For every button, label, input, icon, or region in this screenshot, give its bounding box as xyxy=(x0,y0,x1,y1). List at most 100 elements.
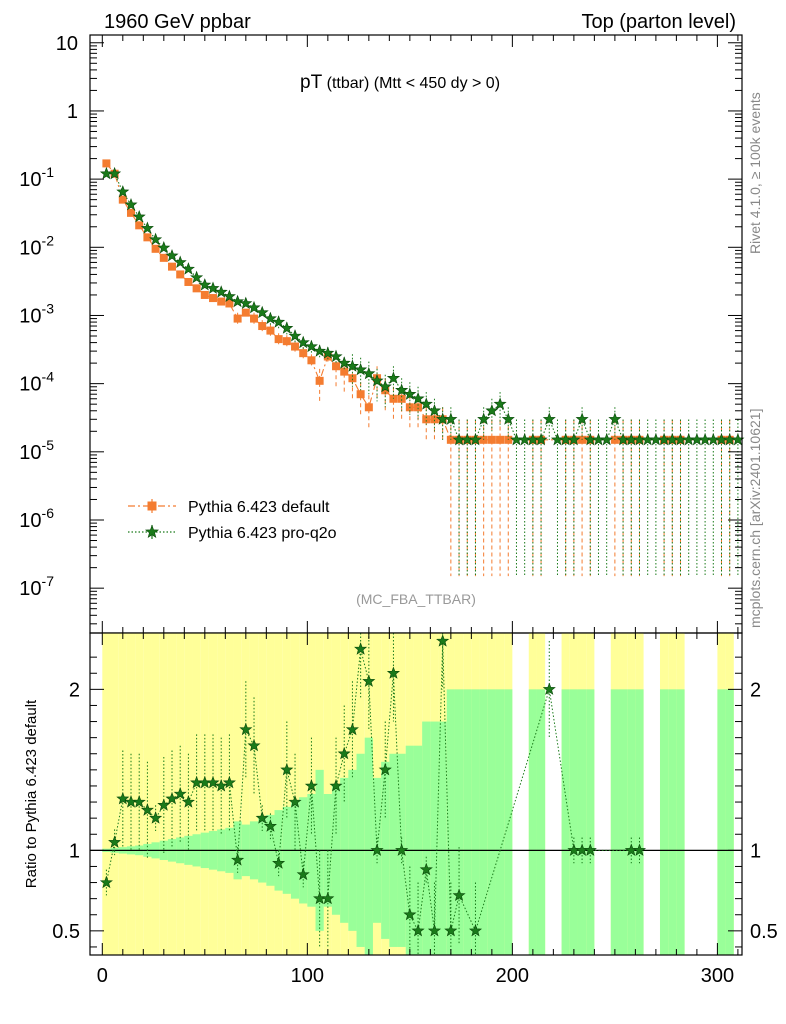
tick-base: 10 xyxy=(19,305,41,327)
ratio-marker xyxy=(632,843,647,856)
rivet-label: Rivet 4.1.0, ≥ 100k events xyxy=(747,92,763,254)
band-inner xyxy=(471,689,480,955)
ratio-marker xyxy=(157,798,171,811)
main-y-tick-label: 10 xyxy=(56,33,78,55)
marker-default xyxy=(241,308,250,317)
marker-default xyxy=(291,342,300,351)
legend-item-default: Pythia 6.423 default xyxy=(128,499,330,516)
marker-proq2o xyxy=(534,432,548,446)
ratio-marker xyxy=(411,924,425,937)
ratio-marker xyxy=(99,875,113,889)
tick-exponent: -3 xyxy=(42,300,55,316)
marker-proq2o xyxy=(493,397,507,410)
marker-proq2o xyxy=(600,432,614,446)
ratio-marker xyxy=(288,795,302,808)
marker-proq2o xyxy=(181,262,195,275)
tick-exponent: -4 xyxy=(42,369,55,385)
marker-default xyxy=(217,297,226,306)
mcplots-label: mcplots.cern.ch [arXiv:2401.10621] xyxy=(747,409,763,628)
main-y-tick-label: 10-1 xyxy=(19,164,54,191)
marker-proq2o xyxy=(370,373,384,387)
band-inner xyxy=(586,689,595,955)
marker-default xyxy=(143,233,152,242)
main-y-tick-label: 1 xyxy=(67,101,78,123)
band-outer xyxy=(290,633,300,955)
ratio-marker xyxy=(206,775,220,789)
ratio-marker xyxy=(419,862,433,876)
band-inner xyxy=(610,689,619,955)
marker-proq2o xyxy=(362,366,376,380)
marker-default xyxy=(487,435,496,444)
marker-proq2o xyxy=(411,391,425,405)
band-outer xyxy=(299,633,308,955)
ratio-marker xyxy=(239,722,253,736)
marker-proq2o xyxy=(272,315,286,328)
marker-default xyxy=(192,284,201,293)
legend: Pythia 6.423 default Pythia 6.423 pro-q2… xyxy=(128,499,337,542)
band-outer xyxy=(102,633,111,955)
tick-exponent: -7 xyxy=(42,573,55,589)
marker-default xyxy=(356,390,365,399)
marker-proq2o xyxy=(280,321,294,334)
marker-default xyxy=(340,367,349,376)
ratio-marker xyxy=(329,779,343,792)
marker-default xyxy=(364,403,373,412)
marker-default xyxy=(159,253,168,262)
ratio-marker xyxy=(165,791,179,805)
ratio-marker xyxy=(231,853,245,866)
ratio-marker xyxy=(247,738,261,752)
main-frame xyxy=(89,34,743,634)
marker-proq2o xyxy=(321,346,335,359)
marker-default xyxy=(151,244,160,253)
marker-default xyxy=(176,270,185,279)
band-outer xyxy=(249,633,259,955)
band-inner xyxy=(536,689,546,955)
marker-default xyxy=(397,394,406,403)
band-inner xyxy=(495,689,505,955)
ratio-marker xyxy=(296,867,310,881)
band-outer xyxy=(135,633,144,955)
band-inner xyxy=(618,689,628,955)
tick-base: 10 xyxy=(56,33,78,55)
marker-proq2o xyxy=(140,221,154,234)
band-outer xyxy=(159,633,168,955)
ratio-marker xyxy=(345,722,359,736)
ratio-marker xyxy=(321,891,335,905)
marker-default xyxy=(266,326,275,335)
tick-base: 10 xyxy=(19,578,41,600)
marker-default xyxy=(315,376,324,385)
marker-proq2o xyxy=(190,270,204,284)
band-inner xyxy=(561,689,570,955)
ratio-marker xyxy=(173,787,187,800)
marker-proq2o xyxy=(239,296,253,309)
tick-exponent: -5 xyxy=(42,437,55,453)
marker-default xyxy=(127,208,136,217)
band-outer xyxy=(282,633,291,955)
legend-label-default: Pythia 6.423 default xyxy=(188,499,330,516)
band-inner xyxy=(504,689,513,955)
header-right: Top (parton level) xyxy=(581,11,736,33)
marker-proq2o xyxy=(263,311,277,325)
band-inner xyxy=(438,721,447,955)
ratio-marker xyxy=(542,682,556,695)
ratio-x-tick-label: 0 xyxy=(97,965,108,987)
marker-proq2o xyxy=(198,278,212,291)
band-inner xyxy=(528,689,537,955)
marker-default xyxy=(323,352,332,361)
marker-proq2o xyxy=(477,412,491,425)
ratio-marker xyxy=(386,666,401,679)
marker-proq2o xyxy=(468,432,483,446)
marker-default xyxy=(225,299,234,308)
ratio-marker xyxy=(272,856,286,869)
band-outer xyxy=(233,633,242,955)
ratio-marker xyxy=(427,924,442,937)
band-inner xyxy=(364,737,373,955)
marker-proq2o xyxy=(444,412,458,425)
marker-default xyxy=(168,262,177,271)
marker-default xyxy=(348,374,357,383)
band-inner xyxy=(725,689,734,955)
band-inner xyxy=(569,689,578,955)
marker-default xyxy=(184,277,193,286)
